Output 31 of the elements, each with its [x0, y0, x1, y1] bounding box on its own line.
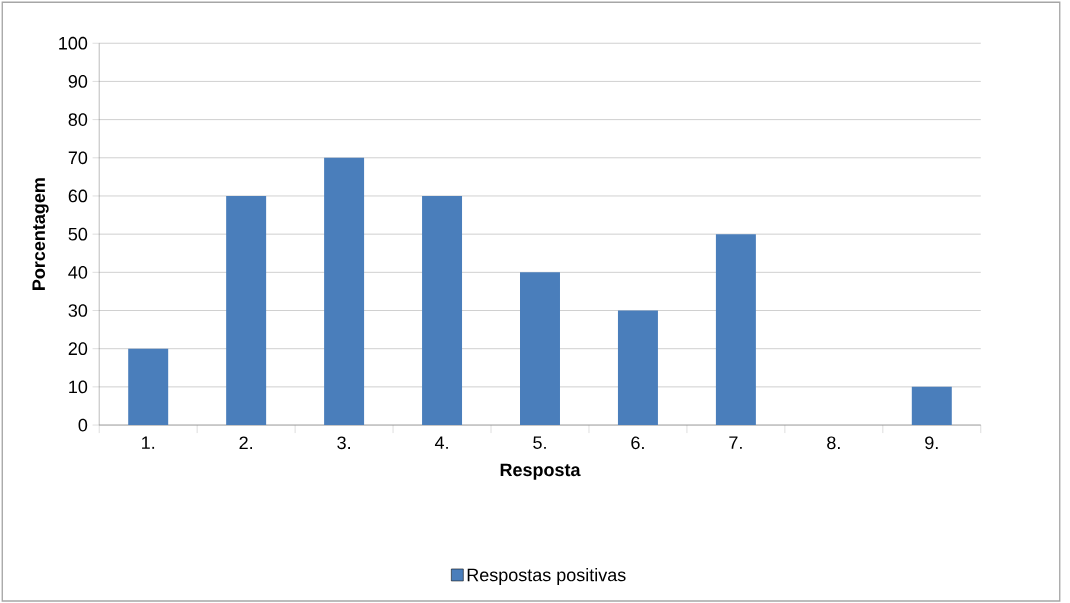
legend-label: Respostas positivas: [467, 567, 626, 585]
x-tick-label: 8.: [827, 436, 840, 450]
bar: [324, 157, 365, 425]
bar: [422, 195, 463, 425]
bar: [128, 348, 169, 425]
x-tick-label: 1.: [142, 436, 155, 449]
x-tick-label: 6.: [631, 436, 644, 450]
y-tick-label: 60: [68, 189, 88, 203]
x-tick-label: 4.: [434, 436, 448, 449]
x-tick-label: 9.: [925, 436, 938, 450]
x-tick-label: 5.: [533, 436, 546, 449]
bar: [715, 234, 756, 425]
x-tick-label: 7.: [729, 436, 742, 449]
y-tick-label: 20: [68, 342, 88, 355]
x-axis-title: Resposta: [500, 463, 581, 480]
y-axis-title: Porcentagem: [32, 178, 49, 290]
y-tick-label: 30: [68, 304, 88, 317]
y-tick-label: 50: [68, 227, 88, 241]
bar: [226, 195, 267, 425]
y-tick-label: 0: [78, 418, 88, 432]
y-tick-label: 10: [69, 380, 88, 394]
y-tick-label: 40: [68, 265, 88, 279]
x-tick-label: 2.: [239, 436, 253, 449]
bar: [520, 272, 560, 425]
y-tick-label: 90: [68, 74, 88, 88]
y-tick-label: 70: [68, 151, 88, 165]
bar: [617, 310, 658, 425]
y-tick-label: 100: [59, 36, 88, 50]
bar: [911, 386, 952, 425]
x-tick-label: 3.: [337, 436, 350, 450]
y-tick-label: 80: [68, 113, 88, 126]
